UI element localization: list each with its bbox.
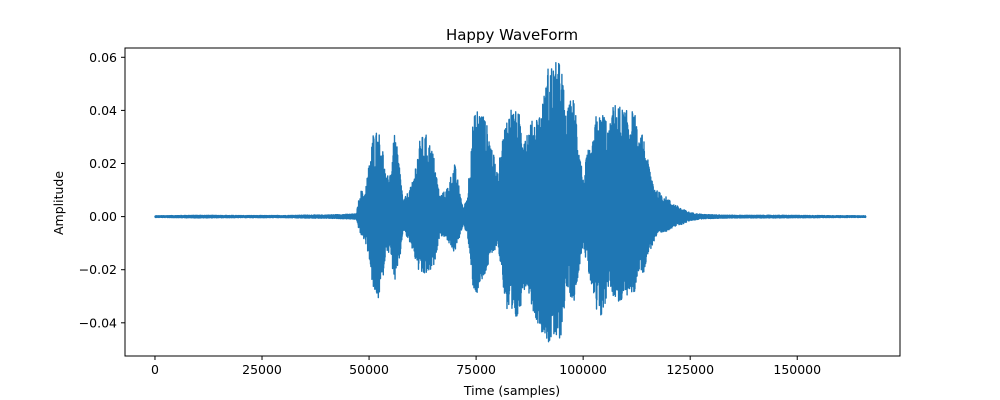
x-tick-label: 50000 [349,362,389,377]
x-tick-label: 0 [151,362,159,377]
x-tick-label: 150000 [773,362,821,377]
x-tick-label: 25000 [242,362,282,377]
y-tick-label: 0.00 [89,209,117,224]
y-tick-label: −0.04 [79,315,117,330]
y-tick-label: 0.04 [89,103,117,118]
x-tick-label: 125000 [666,362,714,377]
x-axis-label: Time (samples) [463,383,560,398]
plot-frame [124,47,901,357]
y-tick-label: 0.02 [89,156,117,171]
y-axis-label: Amplitude [51,171,66,235]
chart-title: Happy WaveForm [446,26,578,44]
y-tick-label: −0.02 [79,262,117,277]
x-tick-label: 100000 [559,362,607,377]
x-tick-label: 75000 [456,362,496,377]
plot-area [154,61,867,343]
y-tick-label: 0.06 [89,50,117,65]
x-axis: 0 25000 50000 75000 100000 125000 150000 [151,356,821,377]
waveform-series-line [154,61,867,343]
y-axis: −0.04 −0.02 0.00 0.02 0.04 0.06 [79,50,125,330]
